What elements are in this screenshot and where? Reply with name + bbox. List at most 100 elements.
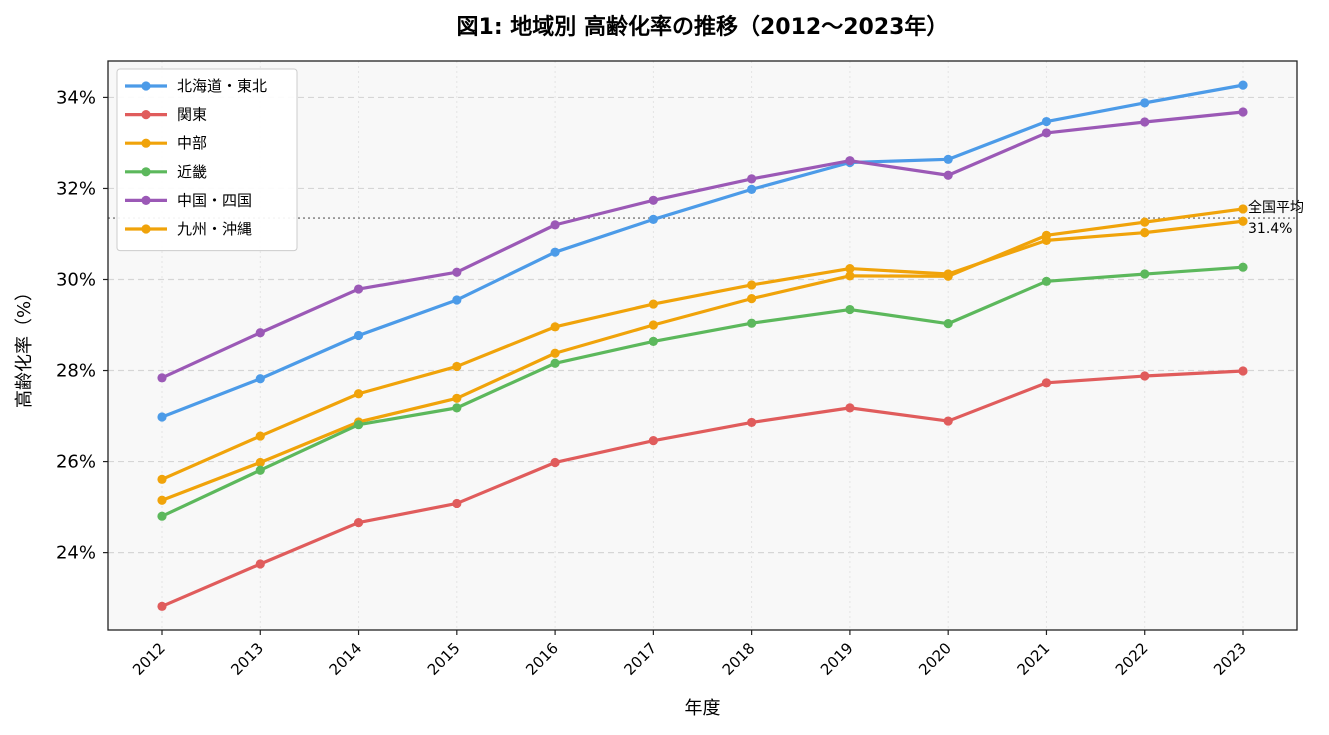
data-point bbox=[1041, 378, 1052, 388]
legend-swatch-marker bbox=[141, 224, 151, 234]
data-point bbox=[1140, 217, 1150, 227]
data-point bbox=[255, 374, 265, 384]
reference-line-group: 全国平均 31.4% bbox=[108, 199, 1304, 237]
data-point bbox=[1238, 262, 1248, 272]
x-tick-label: 2012 bbox=[129, 639, 169, 679]
x-axis: 2012 2013 2014 2015 2016 2017 2018 2019 2020 2021… bbox=[129, 630, 1250, 679]
data-point bbox=[845, 304, 855, 315]
x-tick-label: 2014 bbox=[326, 639, 366, 679]
legend-item: 北海道・東北 bbox=[125, 77, 267, 95]
legend-swatch-marker bbox=[141, 110, 151, 120]
legend-label: 関東 bbox=[177, 106, 207, 124]
series-group bbox=[157, 80, 1248, 611]
data-point bbox=[157, 511, 167, 521]
data-point bbox=[1238, 80, 1248, 90]
x-axis-label: 年度 bbox=[685, 698, 721, 719]
y-tick-label: 24% bbox=[56, 543, 96, 564]
data-point bbox=[1238, 216, 1248, 226]
data-point bbox=[747, 318, 757, 328]
x-tick-label: 2013 bbox=[227, 639, 267, 679]
data-point bbox=[452, 295, 462, 305]
data-point bbox=[353, 330, 364, 341]
series-4 bbox=[157, 107, 1248, 383]
data-point bbox=[353, 284, 364, 294]
series-line bbox=[160, 219, 1245, 481]
series-0 bbox=[157, 80, 1248, 422]
x-tick-label: 2018 bbox=[719, 639, 759, 679]
x-tick-label: 2023 bbox=[1210, 639, 1250, 679]
legend-label: 中部 bbox=[177, 134, 207, 152]
legend-swatch-marker bbox=[141, 138, 151, 148]
x-tick-label: 2016 bbox=[522, 639, 562, 679]
x-tick-label: 2019 bbox=[817, 639, 857, 679]
series-3 bbox=[157, 262, 1248, 521]
data-point bbox=[648, 214, 658, 225]
legend-label: 中国・四国 bbox=[177, 191, 252, 209]
data-point bbox=[452, 361, 462, 372]
x-tick-label: 2020 bbox=[915, 639, 955, 679]
series-1 bbox=[157, 366, 1248, 611]
data-point bbox=[845, 263, 855, 274]
y-tick-label: 34% bbox=[56, 87, 96, 108]
data-point bbox=[747, 174, 757, 184]
legend-item: 近畿 bbox=[125, 163, 207, 181]
legend-item: 関東 bbox=[125, 106, 207, 124]
plot-frame bbox=[107, 60, 1298, 631]
series-line bbox=[160, 265, 1245, 518]
x-tick-label: 2022 bbox=[1112, 639, 1152, 679]
y-axis: 24% 26% 28% 30% 32% 34% bbox=[56, 87, 108, 564]
legend-item: 中国・四国 bbox=[125, 191, 252, 209]
legend-label: 北海道・東北 bbox=[177, 77, 267, 95]
data-point bbox=[747, 184, 757, 194]
data-point bbox=[353, 420, 364, 430]
data-point bbox=[1041, 128, 1052, 138]
data-point bbox=[747, 294, 757, 304]
data-point bbox=[648, 320, 658, 330]
series-5 bbox=[157, 216, 1248, 484]
data-point bbox=[550, 358, 560, 368]
y-tick-label: 32% bbox=[56, 178, 96, 199]
legend-item: 九州・沖縄 bbox=[125, 220, 252, 238]
data-point bbox=[452, 498, 462, 509]
data-point bbox=[550, 322, 560, 332]
data-point bbox=[550, 247, 560, 257]
y-axis-label: 高齢化率（%） bbox=[14, 283, 35, 408]
data-point bbox=[845, 403, 855, 413]
chart-title: 図1: 地域別 高齢化率の推移（2012〜2023年） bbox=[457, 14, 949, 40]
data-point bbox=[943, 154, 953, 164]
data-point bbox=[255, 465, 265, 475]
data-point bbox=[1238, 366, 1248, 376]
data-point bbox=[943, 416, 953, 426]
data-point bbox=[452, 403, 462, 413]
data-point bbox=[452, 393, 462, 403]
data-point bbox=[1238, 204, 1248, 214]
y-tick-label: 28% bbox=[56, 361, 96, 382]
data-point bbox=[747, 417, 757, 428]
data-point bbox=[452, 267, 462, 277]
data-point bbox=[255, 431, 265, 441]
y-tick-label: 26% bbox=[56, 452, 96, 473]
legend-swatch-marker bbox=[141, 195, 151, 205]
data-point bbox=[943, 170, 953, 180]
data-point bbox=[157, 495, 167, 505]
data-point bbox=[648, 195, 658, 205]
data-point bbox=[1140, 228, 1150, 238]
data-point bbox=[550, 457, 560, 468]
data-point bbox=[157, 474, 167, 484]
legend-label: 九州・沖縄 bbox=[177, 220, 252, 238]
data-point bbox=[1140, 98, 1150, 108]
x-tick-label: 2021 bbox=[1014, 639, 1054, 679]
data-point bbox=[1041, 235, 1052, 245]
legend-label: 近畿 bbox=[177, 163, 207, 181]
data-point bbox=[1041, 276, 1052, 286]
series-line bbox=[160, 369, 1245, 608]
data-point bbox=[353, 517, 364, 528]
data-point bbox=[1041, 116, 1052, 127]
data-point bbox=[1140, 371, 1150, 381]
data-point bbox=[157, 412, 167, 422]
series-line bbox=[160, 110, 1245, 380]
legend-item: 中部 bbox=[125, 134, 207, 152]
data-point bbox=[747, 280, 757, 290]
